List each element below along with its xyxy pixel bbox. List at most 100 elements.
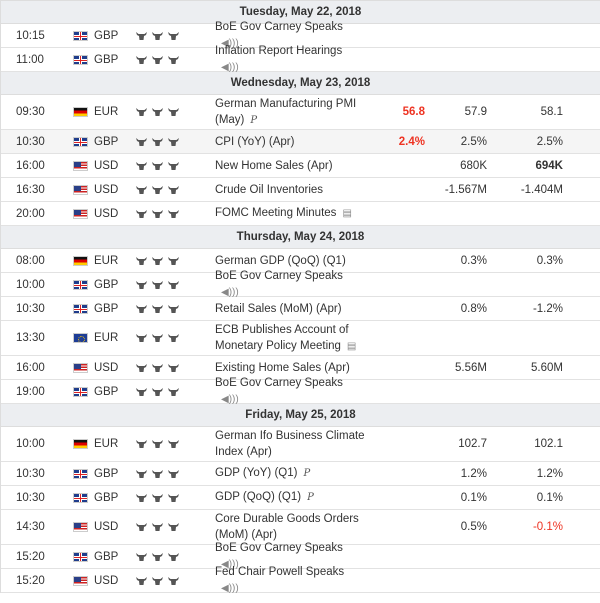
event-name-cell[interactable]: New Home Sales (Apr) [215, 154, 365, 177]
event-name[interactable]: German GDP (QoQ) (Q1) [215, 254, 346, 267]
event-name[interactable]: BoE Gov Carney Speaks◀))) [215, 375, 365, 408]
actual-value [371, 569, 425, 592]
currency: EUR [94, 332, 119, 344]
event-name[interactable]: Retail Sales (MoM) (Apr) [215, 302, 342, 315]
event-name[interactable]: CPI (YoY) (Apr) [215, 135, 295, 148]
actual-value [371, 380, 425, 403]
event-name[interactable]: BoE Gov Carney Speaks◀))) [215, 268, 365, 301]
currency: USD [94, 361, 119, 374]
event-time: 10:00 [16, 438, 45, 450]
event-name-cell[interactable]: Fed Chair Powell Speaks◀))) [215, 566, 365, 594]
event-name[interactable]: Inflation Report Hearings◀))) [215, 43, 365, 76]
event-name-cell[interactable]: BoE Gov Carney Speaks◀))) [215, 21, 365, 49]
bull-icon [167, 185, 180, 195]
event-name[interactable]: BoE Gov Carney Speaks◀))) [215, 19, 365, 52]
event-name[interactable]: FOMC Meeting Minutes ▤ [215, 205, 352, 222]
event-name[interactable]: Fed Chair Powell Speaks◀))) [215, 564, 365, 597]
bull-icon [135, 55, 148, 65]
preliminary-icon: P [307, 492, 314, 503]
previous-value [501, 273, 563, 296]
event-name-cell[interactable]: German Manufacturing PMI (May) P [215, 95, 365, 129]
event-name-cell[interactable]: GDP (QoQ) (Q1) P [215, 486, 365, 509]
event-name-cell[interactable]: Core Durable Goods Orders (MoM) (Apr) [215, 510, 365, 544]
flag-cell [73, 356, 89, 379]
previous-value [501, 48, 563, 71]
event-name[interactable]: GDP (QoQ) (Q1) P [215, 491, 314, 503]
event-time: 10:00 [16, 278, 45, 291]
bull-icon [167, 522, 180, 532]
bull-icon [167, 439, 180, 449]
previous-value: 5.60M [531, 361, 563, 374]
flag-cell [73, 569, 89, 592]
event-row[interactable]: 16:30 USD Crude Oil Inventories -1.567M -1.4… [1, 178, 600, 202]
event-time: 16:30 [16, 183, 45, 196]
event-row[interactable]: 20:00 USD FOMC Meeting Minutes ▤ [1, 202, 600, 226]
event-name[interactable]: BoE Gov Carney Speaks◀))) [215, 540, 365, 573]
event-row[interactable]: 10:30 GBP CPI (YoY) (Apr) 2.4% 2.5% 2.5% [1, 130, 600, 154]
event-name[interactable]: German Manufacturing PMI (May) P [215, 97, 357, 126]
event-row[interactable]: 14:30 USD Core Durable Goods Orders (MoM) … [1, 510, 600, 545]
event-row[interactable]: 11:00 GBP Inflation Report Hearings◀))) [1, 45, 600, 73]
actual-value [371, 321, 425, 355]
event-name[interactable]: ECB Publishes Account of Monetary Policy… [215, 322, 365, 355]
event-name-cell[interactable]: FOMC Meeting Minutes ▤ [215, 202, 365, 225]
event-name-cell[interactable]: BoE Gov Carney Speaks◀))) [215, 542, 365, 570]
bull-icon [135, 280, 148, 290]
event-name-cell[interactable]: GDP (YoY) (Q1) P [215, 462, 365, 485]
forecast-value: 0.5% [460, 521, 487, 533]
event-name-cell[interactable]: German GDP (QoQ) (Q1) [215, 249, 365, 272]
flag-cell [73, 48, 89, 71]
event-name[interactable]: New Home Sales (Apr) [215, 159, 333, 172]
event-name-cell[interactable]: ECB Publishes Account of Monetary Policy… [215, 321, 365, 355]
event-row[interactable]: 16:00 USD Existing Home Sales (Apr) 5.56M 5.… [1, 356, 600, 380]
actual-value [371, 48, 425, 71]
day-header: Friday, May 25, 2018 [1, 404, 600, 427]
previous-value [501, 569, 563, 592]
currency: GBP [94, 550, 119, 563]
event-row[interactable]: 10:00 EUR German Ifo Business Climate Inde… [1, 427, 600, 462]
bull-icon [151, 304, 164, 314]
event-row[interactable]: 15:20 USD Fed Chair Powell Speaks◀))) [1, 566, 600, 594]
importance-rating [135, 154, 185, 177]
bull-icon [151, 493, 164, 503]
event-row[interactable]: 08:00 EUR German GDP (QoQ) (Q1) 0.3% 0.3% [1, 249, 600, 273]
event-name[interactable]: German Ifo Business Climate Index (Apr) [215, 430, 365, 458]
event-name[interactable]: Existing Home Sales (Apr) [215, 361, 350, 374]
event-row[interactable]: 10:30 GBP GDP (QoQ) (Q1) P 0.1% 0.1% [1, 486, 600, 510]
bull-icon [151, 576, 164, 586]
event-name-cell[interactable]: BoE Gov Carney Speaks◀))) [215, 270, 365, 298]
event-row[interactable]: 10:15 GBP BoE Gov Carney Speaks◀))) [1, 21, 600, 49]
actual-value [371, 356, 425, 379]
event-name[interactable]: Crude Oil Inventories [215, 183, 324, 196]
actual-value [371, 462, 425, 485]
event-name[interactable]: GDP (YoY) (Q1) P [215, 467, 311, 479]
forecast-value [431, 202, 487, 225]
event-name-cell[interactable]: Inflation Report Hearings◀))) [215, 45, 365, 73]
event-row[interactable]: 10:30 GBP GDP (YoY) (Q1) P 1.2% 1.2% [1, 462, 600, 486]
flag-us-icon [73, 522, 88, 532]
event-name-cell[interactable]: Retail Sales (MoM) (Apr) [215, 297, 365, 320]
event-name-cell[interactable]: Crude Oil Inventories [215, 178, 365, 201]
event-row[interactable]: 15:20 GBP BoE Gov Carney Speaks◀))) [1, 542, 600, 570]
event-row[interactable]: 09:30 EUR German Manufacturing PMI (May) P 5… [1, 95, 600, 130]
actual-value [371, 486, 425, 509]
importance-rating [135, 130, 185, 153]
event-row[interactable]: 19:00 GBP BoE Gov Carney Speaks◀))) [1, 377, 600, 405]
importance-rating [135, 569, 185, 592]
event-name-cell[interactable]: BoE Gov Carney Speaks◀))) [215, 377, 365, 405]
event-name[interactable]: Core Durable Goods Orders (MoM) (Apr) [215, 513, 359, 541]
event-row[interactable]: 10:00 GBP BoE Gov Carney Speaks◀))) [1, 270, 600, 298]
flag-cell [73, 462, 89, 485]
event-row[interactable]: 16:00 USD New Home Sales (Apr) 680K 694K [1, 154, 600, 178]
event-row[interactable]: 13:30 EUR ECB Publishes Account of Monetar… [1, 321, 600, 356]
event-name-cell[interactable]: German Ifo Business Climate Index (Apr) [215, 427, 365, 461]
bull-icon [135, 493, 148, 503]
day-header: Thursday, May 24, 2018 [1, 226, 600, 249]
flag-gb-icon [73, 551, 88, 562]
event-row[interactable]: 10:30 GBP Retail Sales (MoM) (Apr) 0.8% -1.2… [1, 297, 600, 321]
event-name-cell[interactable]: CPI (YoY) (Apr) [215, 130, 365, 153]
event-name-cell[interactable]: Existing Home Sales (Apr) [215, 356, 365, 379]
bull-icon [151, 552, 164, 562]
importance-rating [135, 321, 185, 355]
event-time: 15:20 [16, 574, 45, 587]
